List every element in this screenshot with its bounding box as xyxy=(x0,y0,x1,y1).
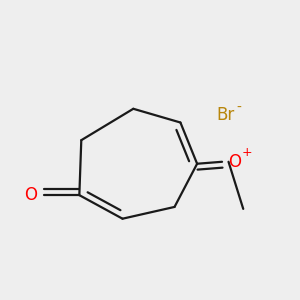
Text: Br: Br xyxy=(216,106,235,124)
Text: +: + xyxy=(241,146,252,159)
Text: O: O xyxy=(24,186,37,204)
Text: O: O xyxy=(229,153,242,171)
Text: -: - xyxy=(236,101,241,115)
